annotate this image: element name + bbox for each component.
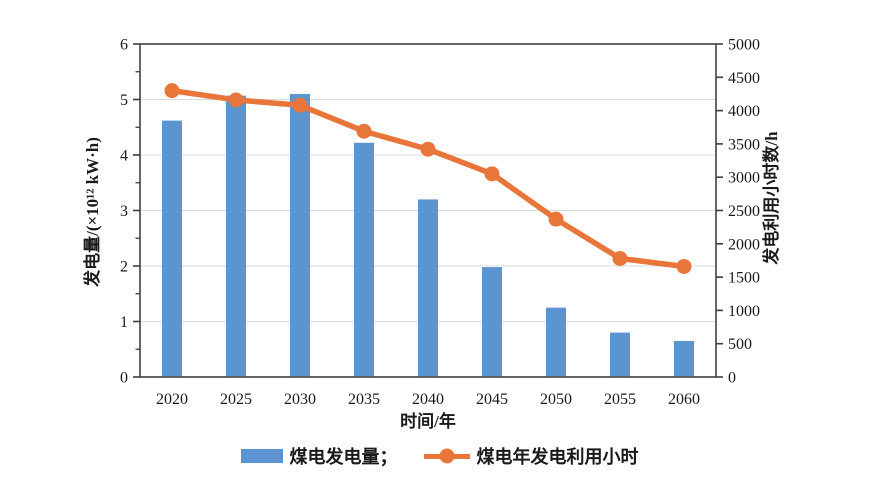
left-axis-tick-labels: 0 1 2 3 4 5 6	[120, 37, 128, 387]
legend-item-line-series: 煤电年发电利用小时	[423, 443, 639, 469]
line-marker-2050	[548, 211, 564, 227]
right-tick-label: 5000	[728, 37, 760, 54]
legend-label-line: 煤电年发电利用小时	[476, 447, 639, 467]
left-tick-label: 6	[120, 37, 128, 54]
bar-series	[162, 93, 694, 378]
x-axis-tick-labels: 2020 2025 2030 2035 2040 2045 2050 2055 2060	[156, 391, 700, 408]
line-marker-2030	[292, 97, 308, 113]
right-y-axis-title: 发电利用小时数/h	[761, 131, 781, 266]
left-tick-label: 0	[120, 370, 128, 387]
x-tick-label-2040: 2040	[412, 391, 444, 408]
right-tick-label: 3500	[728, 136, 760, 153]
bar-2025	[226, 95, 246, 378]
x-tick-label-2035: 2035	[348, 391, 380, 408]
x-tick-label-2020: 2020	[156, 391, 188, 408]
bar-2035	[354, 142, 374, 377]
right-tick-label: 3000	[728, 170, 760, 187]
x-tick-label-2050: 2050	[540, 391, 572, 408]
x-tick-label-2030: 2030	[284, 391, 316, 408]
bar-2020	[162, 120, 182, 377]
legend-label-bar: 煤电发电量；	[289, 447, 398, 467]
line-marker-2040	[420, 141, 436, 157]
left-tick-label: 5	[120, 92, 128, 109]
right-tick-label: 2500	[728, 203, 760, 220]
marker-dot-icon	[439, 448, 454, 464]
line-marker-2035	[356, 123, 372, 139]
bar-2060	[674, 340, 694, 377]
bar-2055	[610, 332, 630, 377]
right-axis-tick-labels: 0 500 1000 1500 2000 2500 3000 3500 4000 4500 5000	[728, 37, 760, 387]
bar-2030	[290, 93, 310, 377]
right-tick-label: 1000	[728, 303, 760, 320]
axis-ticks	[133, 43, 723, 378]
x-tick-label-2055: 2055	[604, 391, 636, 408]
right-tick-label: 500	[728, 336, 752, 353]
bar-2045	[482, 267, 502, 377]
left-tick-label: 3	[120, 203, 128, 220]
x-tick-label-2045: 2045	[476, 391, 508, 408]
left-tick-label: 1	[120, 314, 128, 331]
right-tick-label: 4000	[728, 103, 760, 120]
left-y-axis-title: 发电量/(×10¹² kW·h)	[82, 137, 102, 288]
bar-2050	[546, 307, 566, 377]
line-marker-2060	[676, 258, 692, 274]
line-marker-2020	[164, 83, 180, 99]
bar-swatch-icon	[240, 449, 283, 463]
right-tick-label: 2000	[728, 236, 760, 253]
line-marker-2025	[228, 92, 244, 108]
legend-item-bar-series: 煤电发电量；	[240, 443, 398, 469]
right-tick-label: 1500	[728, 270, 760, 287]
line-marker-2055	[612, 250, 628, 266]
line-marker-2045	[484, 166, 500, 182]
right-tick-label: 0	[728, 370, 736, 387]
x-tick-label-2025: 2025	[220, 391, 252, 408]
x-tick-label-2060: 2060	[668, 391, 700, 408]
chart-legend: 煤电发电量； 煤电年发电利用小时	[0, 443, 879, 469]
bar-2040	[418, 199, 438, 377]
x-axis-title: 时间/年	[400, 411, 456, 431]
line-marker-swatch-icon	[423, 448, 470, 464]
line-series	[164, 83, 692, 274]
right-tick-label: 4500	[728, 70, 760, 87]
left-tick-label: 2	[120, 259, 128, 276]
left-tick-label: 4	[120, 148, 128, 165]
